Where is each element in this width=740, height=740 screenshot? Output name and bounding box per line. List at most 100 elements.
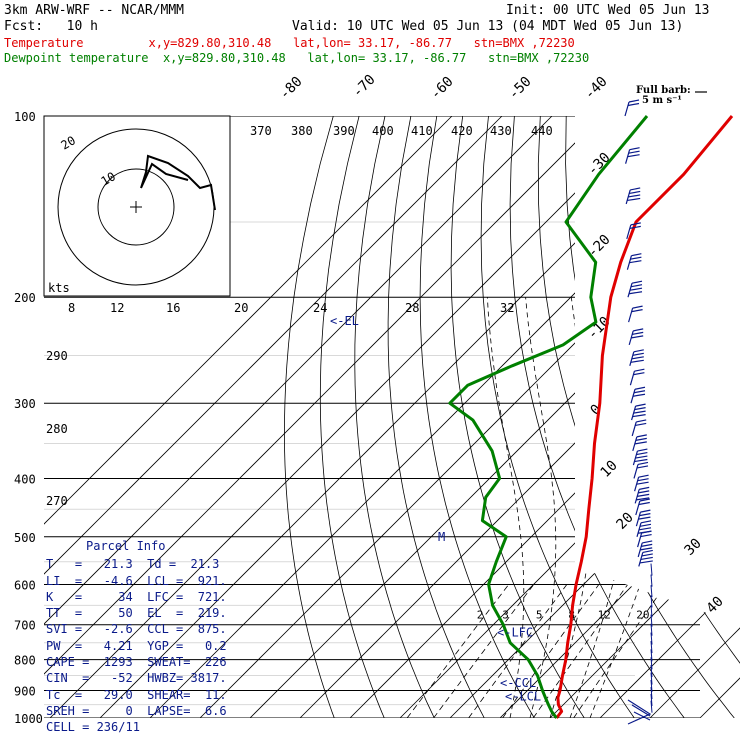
isotherm-line bbox=[44, 116, 453, 718]
theta-label: 440 bbox=[531, 124, 553, 138]
temperature-legend: Temperature x,y=829.80,310.48 lat,lon= 3… bbox=[4, 36, 575, 50]
dry-adiabat-line bbox=[450, 116, 585, 718]
wind-barb-flag bbox=[633, 372, 645, 376]
hodograph-frame bbox=[43, 115, 231, 297]
mixing-ratio-line bbox=[502, 584, 600, 718]
wind-barb bbox=[629, 371, 635, 386]
hodograph-speed-label: 20 bbox=[234, 301, 248, 315]
wind-barb bbox=[637, 532, 643, 548]
parcel-info-row: PW = 4.21 YGP = 0.2 bbox=[46, 638, 227, 653]
hodograph-speed-label: 24 bbox=[313, 301, 327, 315]
hodograph-speed-label: 8 bbox=[68, 301, 75, 315]
theta-label: 400 bbox=[372, 124, 394, 138]
surface-wind-barbs bbox=[627, 699, 652, 725]
dry-adiabat-line bbox=[721, 116, 740, 718]
theta-label: 420 bbox=[451, 124, 473, 138]
hodograph-ring bbox=[97, 168, 175, 246]
isotherm-label: 30 bbox=[682, 536, 705, 559]
wind-barb-flag bbox=[627, 197, 641, 202]
mixing-ratio-label: 12 bbox=[598, 609, 611, 622]
wind-barb-flag bbox=[640, 556, 653, 561]
wind-barb-flag bbox=[638, 490, 650, 494]
temperature-trace bbox=[555, 115, 734, 719]
isotherm-label: 10 bbox=[598, 458, 621, 481]
pressure-tick-label: 1000 bbox=[14, 712, 43, 726]
isotherm-label: 20 bbox=[614, 510, 637, 533]
dry-adiabat-line bbox=[591, 116, 740, 718]
mixing-ratio-label: 20 bbox=[636, 609, 649, 622]
parcel-info-row: TT = 50 EL = 219. bbox=[46, 606, 227, 621]
wind-barb-flag bbox=[638, 474, 649, 478]
wind-barb bbox=[650, 693, 653, 707]
isotherm-label: 40 bbox=[704, 594, 727, 617]
wind-barb-legend: Full barb: 5 m s⁻¹ bbox=[636, 85, 691, 106]
theta-label: 370 bbox=[250, 124, 272, 138]
wind-barb bbox=[650, 665, 653, 678]
wind-barb bbox=[650, 679, 653, 692]
wind-barb-flag bbox=[631, 253, 642, 257]
wind-barb-flag bbox=[635, 403, 646, 407]
wind-barb-flag bbox=[637, 478, 649, 482]
wind-barb bbox=[650, 657, 653, 670]
wind-barb bbox=[650, 700, 653, 713]
isotherm-label: -50 bbox=[506, 74, 535, 103]
wind-barb-flag bbox=[642, 540, 653, 544]
wind-barb-flag bbox=[639, 523, 652, 527]
wind-barb-flag bbox=[638, 516, 651, 520]
parcel-info-row: CELL = 236/11 bbox=[46, 720, 140, 735]
wind-barb bbox=[650, 640, 653, 654]
wind-barb-flag bbox=[630, 256, 642, 260]
level-label: <-EL bbox=[330, 314, 359, 328]
level-label: <-LCL bbox=[505, 689, 541, 703]
mixing-ratio-label: 5 bbox=[536, 609, 543, 622]
wind-barb-flag bbox=[630, 222, 641, 226]
wind-barb-flag bbox=[634, 407, 646, 411]
hodograph-ring-label: 10 bbox=[99, 169, 119, 188]
moist-adiabat-line bbox=[525, 297, 557, 718]
wind-barb-flag bbox=[641, 530, 652, 534]
hodograph-speed-label: 12 bbox=[110, 301, 124, 315]
wind-barb-flag bbox=[639, 498, 650, 502]
pressure-tick-label: 100 bbox=[14, 110, 36, 124]
wind-barb-flag bbox=[630, 187, 641, 191]
dry-adiabat-line bbox=[669, 116, 740, 718]
wind-barb-flag bbox=[629, 260, 642, 264]
dry-adiabat-line bbox=[387, 116, 485, 718]
pressure-tick-label: 400 bbox=[14, 472, 36, 486]
isotherm-line bbox=[549, 116, 740, 718]
wind-barb bbox=[650, 595, 653, 608]
wind-barb-flag bbox=[636, 434, 647, 438]
parcel-info-row: CAPE = 1293 SWEAT= 226 bbox=[46, 655, 227, 670]
isotherm-line bbox=[44, 116, 603, 718]
parcel-info-panel: Parcel Info T = 21.3 Td = 21.3 LI = -4.6 … bbox=[46, 538, 246, 736]
dry-adiabat-line bbox=[419, 116, 535, 718]
mixing-ratio-line bbox=[532, 584, 629, 718]
wind-barb-flag bbox=[639, 513, 651, 517]
parcel-info-row: T = 21.3 Td = 21.3 bbox=[46, 557, 220, 572]
level-label: <-LFC bbox=[497, 625, 533, 639]
wind-barb-flag bbox=[642, 549, 653, 553]
dry-adiabat-label: 290 bbox=[46, 349, 68, 363]
wind-barb-flag bbox=[637, 448, 648, 452]
wind-barb-flag bbox=[633, 410, 646, 414]
wind-barb-flag bbox=[636, 419, 647, 423]
isotherm-label: -20 bbox=[585, 232, 614, 261]
wind-barb bbox=[624, 101, 630, 117]
wind-barb bbox=[650, 585, 653, 598]
isotherm-line bbox=[699, 116, 740, 718]
wind-barb-flag bbox=[641, 553, 653, 557]
dry-adiabat-label: 270 bbox=[46, 494, 68, 508]
wind-barb-flag bbox=[629, 287, 643, 291]
dewpoint-legend: Dewpoint temperature x,y=829.80,310.48 l… bbox=[4, 51, 590, 65]
wind-barb-flag bbox=[627, 102, 640, 107]
hodograph-speed-label: 16 bbox=[166, 301, 180, 315]
wind-barb bbox=[650, 632, 653, 645]
wind-barb-flag bbox=[630, 284, 643, 288]
init-time: Init: 00 UTC Wed 05 Jun 13 bbox=[506, 3, 710, 18]
wind-barb bbox=[650, 649, 653, 662]
wind-barb-flag bbox=[637, 493, 650, 497]
wind-barb-flag bbox=[638, 501, 650, 506]
wind-barb-flag bbox=[635, 455, 648, 459]
parcel-info-row: SREH = 0 LAPSE= 6.6 bbox=[46, 703, 227, 718]
isotherm-line bbox=[44, 116, 503, 718]
